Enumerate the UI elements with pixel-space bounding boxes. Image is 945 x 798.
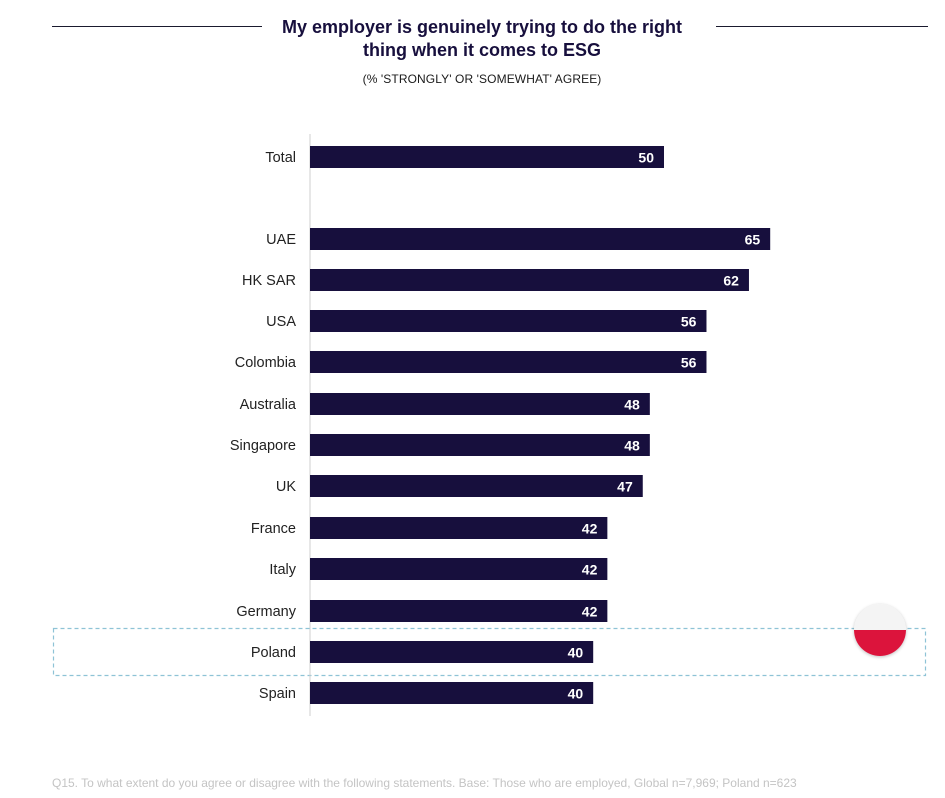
value-label-australia: 48	[624, 397, 640, 413]
category-label-uk: UK	[276, 479, 296, 495]
value-label-total: 50	[638, 150, 654, 166]
bar-colombia	[310, 351, 707, 373]
highlight-box	[52, 627, 927, 677]
value-label-spain: 40	[568, 686, 584, 702]
value-label-italy: 42	[582, 562, 598, 578]
bar-spain	[310, 682, 594, 704]
bar-france	[310, 517, 608, 539]
bar-total	[310, 146, 664, 168]
bar-germany	[310, 600, 608, 622]
poland-flag-icon	[854, 604, 906, 656]
title-rule-right	[716, 26, 928, 27]
category-label-italy: Italy	[269, 562, 296, 578]
category-label-colombia: Colombia	[235, 355, 297, 371]
category-label-total: Total	[265, 150, 296, 166]
chart-title: My employer is genuinely trying to do th…	[262, 16, 702, 62]
title-rule-left	[52, 26, 262, 27]
value-label-poland: 40	[568, 645, 584, 661]
bar-singapore	[310, 434, 650, 456]
category-label-uae: UAE	[266, 232, 296, 248]
value-label-germany: 42	[582, 604, 598, 620]
bar-uae	[310, 228, 771, 250]
category-label-usa: USA	[266, 314, 296, 330]
category-label-singapore: Singapore	[230, 438, 296, 454]
bar-poland	[310, 641, 594, 663]
bar-italy	[310, 558, 608, 580]
value-label-france: 42	[582, 521, 598, 537]
category-label-spain: Spain	[259, 686, 296, 702]
value-label-usa: 56	[681, 314, 697, 330]
category-label-germany: Germany	[236, 604, 296, 620]
category-label-poland: Poland	[251, 645, 296, 661]
bar-australia	[310, 393, 650, 415]
value-label-uk: 47	[617, 479, 633, 495]
footnote: Q15. To what extent do you agree or disa…	[52, 776, 797, 790]
value-label-uae: 65	[745, 232, 761, 248]
chart-title-line-1: My employer is genuinely trying to do th…	[281, 17, 683, 37]
category-label-australia: Australia	[240, 397, 297, 413]
bar-hk-sar	[310, 269, 749, 291]
category-label-hk-sar: HK SAR	[242, 273, 296, 289]
value-label-hk-sar: 62	[723, 273, 739, 289]
value-label-singapore: 48	[624, 438, 640, 454]
category-label-france: France	[251, 521, 296, 537]
bar-uk	[310, 475, 643, 497]
bar-usa	[310, 310, 707, 332]
chart-title-line-2: thing when it comes to ESG	[362, 40, 602, 60]
chart-subtitle: (% 'STRONGLY' OR 'SOMEWHAT' AGREE)	[362, 72, 602, 86]
value-label-colombia: 56	[681, 355, 697, 371]
